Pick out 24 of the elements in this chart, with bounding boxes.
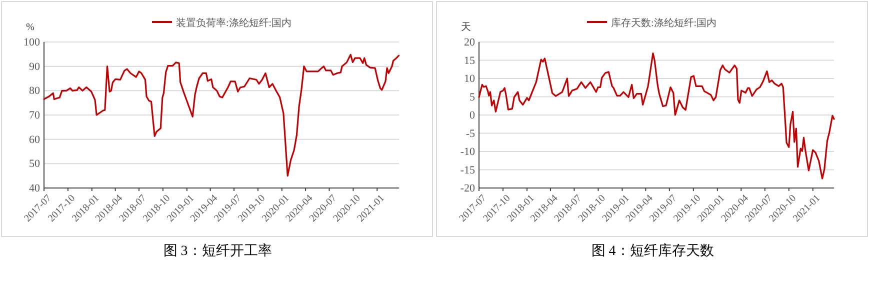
legend-label: 装置负荷率:涤纶短纤:国内 — [176, 17, 292, 29]
y-tick-label: 10 — [464, 73, 476, 85]
line-series — [478, 52, 835, 180]
y-tick-label: 40 — [29, 182, 40, 194]
y-tick-label: 100 — [24, 36, 40, 48]
y-tick-label: 20 — [464, 36, 476, 48]
caption: 图 4：短纤库存天数 — [591, 243, 714, 259]
y-tick-label: -5 — [466, 128, 476, 140]
caption: 图 3：短纤开工率 — [163, 243, 272, 259]
legend-label: 库存天数:涤纶短纤:国内 — [611, 17, 717, 29]
y-tick-label: 0 — [470, 110, 476, 122]
y-tick-label: 50 — [29, 158, 40, 170]
y-tick-label: -15 — [460, 164, 476, 176]
y-tick-label: 70 — [29, 110, 40, 122]
y-tick-label: 80 — [29, 85, 40, 98]
y-tick-label: 15 — [464, 54, 476, 67]
line-series — [43, 54, 400, 177]
y-axis-title: 天 — [461, 22, 471, 33]
y-tick-label: -20 — [460, 182, 476, 194]
y-tick-label: 90 — [29, 60, 40, 73]
y-axis-title: % — [26, 22, 34, 33]
y-tick-label: 5 — [470, 91, 476, 104]
y-tick-label: -10 — [460, 146, 476, 158]
y-tick-label: 60 — [29, 134, 40, 146]
